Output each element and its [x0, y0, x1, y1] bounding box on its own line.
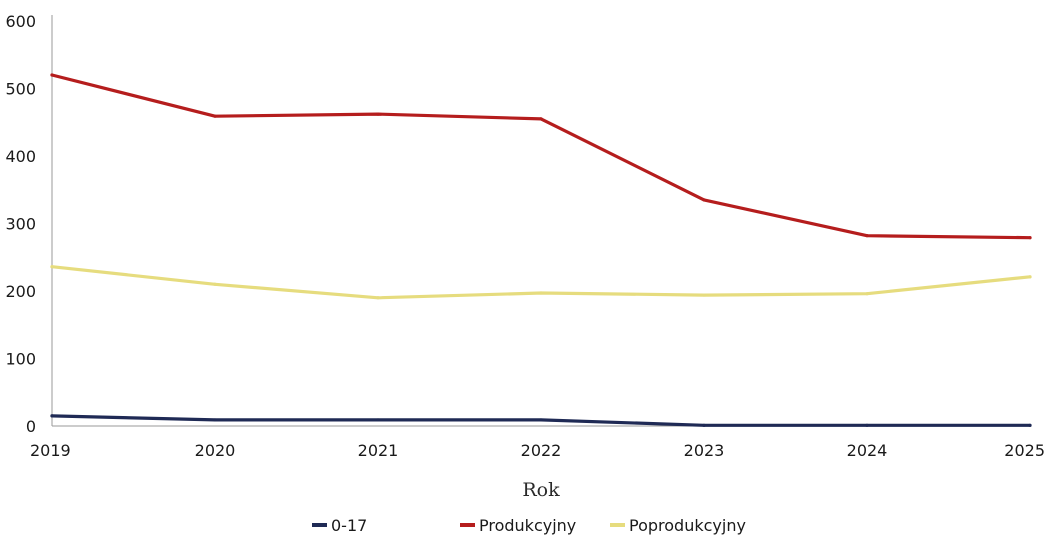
data-point-produkcyjny — [539, 117, 543, 121]
data-point-0-17 — [539, 418, 543, 422]
data-point-produkcyjny — [702, 198, 706, 202]
data-point-poprodukcyjny — [50, 265, 54, 269]
y-tick-label: 500 — [5, 80, 36, 99]
x-axis-title: Rok — [522, 479, 560, 501]
y-tick-label: 100 — [5, 350, 36, 369]
legend-label: 0-17 — [331, 516, 367, 535]
data-point-poprodukcyjny — [702, 293, 706, 297]
data-point-produkcyjny — [1028, 236, 1032, 240]
data-point-poprodukcyjny — [376, 296, 380, 300]
data-point-poprodukcyjny — [1028, 275, 1032, 279]
data-point-produkcyjny — [865, 234, 869, 238]
y-tick-labels: 0 100 200 300 400 500 600 — [5, 12, 36, 436]
y-tick-label: 300 — [5, 215, 36, 234]
x-tick-label: 2019 — [30, 441, 71, 460]
x-tick-labels: 2019 2020 2021 2022 2023 2024 2025 — [30, 441, 1045, 460]
legend-label: Produkcyjny — [479, 516, 576, 535]
legend: 0-17 Produkcyjny Poprodukcyjny — [312, 516, 746, 535]
data-point-poprodukcyjny — [539, 291, 543, 295]
data-point-poprodukcyjny — [213, 282, 217, 286]
data-point-0-17 — [865, 423, 869, 427]
data-point-produkcyjny — [213, 114, 217, 118]
data-point-0-17 — [1028, 423, 1032, 427]
x-tick-label: 2022 — [521, 441, 562, 460]
series-lines — [50, 73, 1032, 427]
y-tick-label: 400 — [5, 147, 36, 166]
y-tick-label: 600 — [5, 12, 36, 31]
y-tick-label: 0 — [26, 417, 36, 436]
x-tick-label: 2023 — [684, 441, 725, 460]
legend-label: Poprodukcyjny — [629, 516, 746, 535]
series-line-produkcyjny — [50, 73, 1032, 240]
x-tick-label: 2020 — [195, 441, 236, 460]
x-tick-label: 2025 — [1004, 441, 1045, 460]
x-tick-label: 2024 — [847, 441, 888, 460]
data-point-produkcyjny — [50, 73, 54, 77]
x-tick-label: 2021 — [358, 441, 399, 460]
data-point-poprodukcyjny — [865, 292, 869, 296]
data-point-0-17 — [702, 423, 706, 427]
data-point-0-17 — [376, 418, 380, 422]
data-point-0-17 — [50, 414, 54, 418]
data-point-0-17 — [213, 418, 217, 422]
data-point-produkcyjny — [376, 112, 380, 116]
y-tick-label: 200 — [5, 282, 36, 301]
